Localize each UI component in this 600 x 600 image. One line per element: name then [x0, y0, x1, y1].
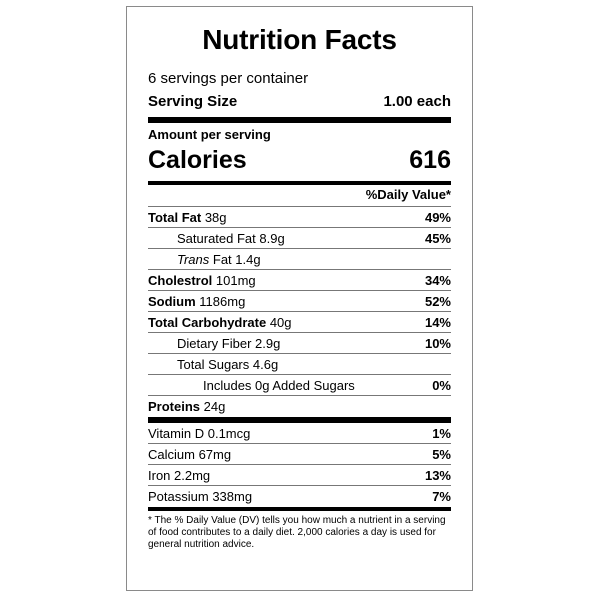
vitamin-row-vitamin-d: Vitamin D 0.1mcg 1%	[148, 423, 451, 444]
daily-value-header: %Daily Value*	[148, 185, 451, 207]
nutrient-row-total-fat: Total Fat 38g 49%	[148, 207, 451, 228]
nutrient-row-cholesterol: Cholestrol 101mg 34%	[148, 270, 451, 291]
nutrition-facts-label: Nutrition Facts 6 servings per container…	[126, 6, 473, 591]
nutrient-dv: 0%	[432, 377, 451, 393]
nutrient-name: Includes 0g Added Sugars	[203, 378, 355, 393]
nutrient-amount: 40g	[266, 314, 292, 330]
daily-value-footnote: * The % Daily Value (DV) tells you how m…	[148, 515, 446, 550]
nutrient-dv: 52%	[424, 293, 451, 309]
divider-thick	[148, 417, 451, 423]
serving-size-label: Serving Size	[148, 93, 238, 110]
nutrient-dv: 10%	[424, 335, 451, 351]
nutrient-label: Sodium	[148, 293, 196, 309]
nutrient-row-dietary-fiber: Dietary Fiber 2.9g 10%	[148, 333, 451, 354]
nutrient-name: Trans Fat 1.4g	[177, 252, 261, 267]
nutrient-label: Dietary Fiber	[177, 335, 252, 351]
nutrient-row-total-sugars: Total Sugars 4.6g	[148, 354, 451, 375]
nutrient-amount: 4.6g	[249, 356, 279, 372]
nutrient-label: Proteins	[148, 399, 201, 414]
vitamin-label: Iron	[148, 467, 171, 483]
label-content: Nutrition Facts 6 servings per container…	[148, 7, 451, 590]
nutrient-amount: 2.9g	[251, 335, 281, 351]
vitamin-row-iron: Iron 2.2mg 13%	[148, 465, 451, 486]
vitamin-label: Potassium	[148, 489, 209, 504]
nutrient-amount: 1.4g	[231, 251, 261, 267]
divider-medium	[148, 181, 451, 185]
nutrient-name: Cholestrol 101mg	[148, 273, 256, 288]
nutrient-amount: 8.9g	[255, 230, 285, 246]
vitamin-name: Calcium 67mg	[148, 447, 231, 462]
nutrient-label: Fat	[209, 251, 232, 267]
calories-row: Calories 616	[148, 145, 451, 181]
nutrient-name: Saturated Fat 8.9g	[177, 231, 285, 246]
nutrient-label-italic: Trans	[177, 251, 210, 267]
nutrient-amount: 38g	[201, 209, 227, 225]
nutrient-row-saturated-fat: Saturated Fat 8.9g 45%	[148, 228, 451, 249]
nutrient-amount: 24g	[200, 399, 226, 414]
nutrient-label: Total Carbohydrate	[148, 314, 267, 330]
nutrient-dv: 14%	[424, 314, 451, 330]
vitamin-amount: 2.2mg	[170, 467, 211, 483]
nutrient-dv: 45%	[424, 230, 451, 246]
nutrient-name: Sodium 1186mg	[148, 294, 245, 309]
amount-per-serving: Amount per serving	[148, 127, 271, 142]
nutrient-row-total-carbohydrate: Total Carbohydrate 40g 14%	[148, 312, 451, 333]
nutrient-label: Cholestrol	[148, 272, 213, 288]
label-title: Nutrition Facts	[202, 24, 397, 55]
vitamin-label: Vitamin D	[148, 425, 205, 441]
nutrient-row-proteins: Proteins 24g	[148, 396, 451, 417]
nutrient-name: Proteins 24g	[148, 399, 225, 414]
serving-size-row: Serving Size 1.00 each	[148, 93, 451, 117]
vitamin-dv: 13%	[424, 467, 451, 483]
vitamin-dv: 1%	[432, 425, 451, 441]
vitamin-amount: 338mg	[208, 489, 253, 504]
nutrient-row-sodium: Sodium 1186mg 52%	[148, 291, 451, 312]
vitamin-name: Vitamin D 0.1mcg	[148, 426, 250, 441]
nutrient-name: Dietary Fiber 2.9g	[177, 336, 280, 351]
divider-medium	[148, 507, 451, 511]
nutrient-label: Total Sugars	[177, 356, 250, 372]
vitamin-name: Iron 2.2mg	[148, 468, 210, 483]
nutrient-name: Total Carbohydrate 40g	[148, 315, 292, 330]
nutrient-label: Saturated Fat	[177, 230, 256, 246]
nutrient-dv: 49%	[424, 209, 451, 225]
vitamin-dv: 5%	[432, 446, 451, 462]
nutrient-name: Total Sugars 4.6g	[177, 357, 278, 372]
nutrient-row-added-sugars: Includes 0g Added Sugars 0%	[148, 375, 451, 396]
vitamin-amount: 67mg	[194, 446, 232, 462]
nutrient-label: Total Fat	[148, 209, 202, 225]
nutrient-name: Total Fat 38g	[148, 210, 227, 225]
vitamin-name: Potassium 338mg	[148, 489, 252, 504]
divider-thick	[148, 117, 451, 123]
vitamin-row-calcium: Calcium 67mg 5%	[148, 444, 451, 465]
calories-label: Calories	[148, 146, 247, 174]
nutrient-amount: 1186mg	[195, 293, 246, 309]
vitamin-label: Calcium	[148, 446, 195, 462]
nutrient-row-trans-fat: Trans Fat 1.4g	[148, 249, 451, 270]
calories-value: 616	[409, 146, 451, 174]
nutrient-label: Includes 0g Added Sugars	[203, 377, 355, 393]
serving-size-value: 1.00 each	[383, 93, 451, 110]
vitamin-dv: 7%	[432, 489, 451, 504]
servings-per-container: 6 servings per container	[148, 70, 309, 87]
nutrient-amount: 101mg	[212, 272, 256, 288]
vitamin-amount: 0.1mcg	[204, 425, 251, 441]
nutrient-dv: 34%	[424, 272, 451, 288]
vitamin-row-potassium: Potassium 338mg 7%	[148, 486, 451, 507]
